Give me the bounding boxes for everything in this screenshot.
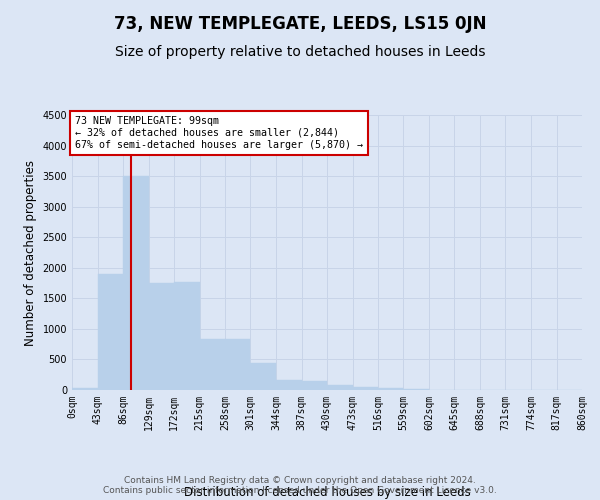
Text: 73, NEW TEMPLEGATE, LEEDS, LS15 0JN: 73, NEW TEMPLEGATE, LEEDS, LS15 0JN xyxy=(114,15,486,33)
Bar xyxy=(378,388,403,390)
Text: 73 NEW TEMPLEGATE: 99sqm
← 32% of detached houses are smaller (2,844)
67% of sem: 73 NEW TEMPLEGATE: 99sqm ← 32% of detach… xyxy=(74,116,362,150)
Bar xyxy=(403,389,429,390)
Bar xyxy=(251,362,276,390)
Bar xyxy=(97,274,123,390)
Text: Size of property relative to detached houses in Leeds: Size of property relative to detached ho… xyxy=(115,45,485,59)
Bar xyxy=(149,283,174,390)
Bar xyxy=(199,338,225,390)
Bar xyxy=(302,380,327,390)
Bar xyxy=(327,384,353,390)
Bar xyxy=(174,282,199,390)
Text: Contains HM Land Registry data © Crown copyright and database right 2024.
Contai: Contains HM Land Registry data © Crown c… xyxy=(103,476,497,495)
Y-axis label: Number of detached properties: Number of detached properties xyxy=(24,160,37,346)
X-axis label: Distribution of detached houses by size in Leeds: Distribution of detached houses by size … xyxy=(184,486,470,498)
Bar xyxy=(353,386,378,390)
Bar xyxy=(123,176,149,390)
Bar xyxy=(72,388,97,390)
Bar xyxy=(225,338,251,390)
Bar xyxy=(276,380,302,390)
